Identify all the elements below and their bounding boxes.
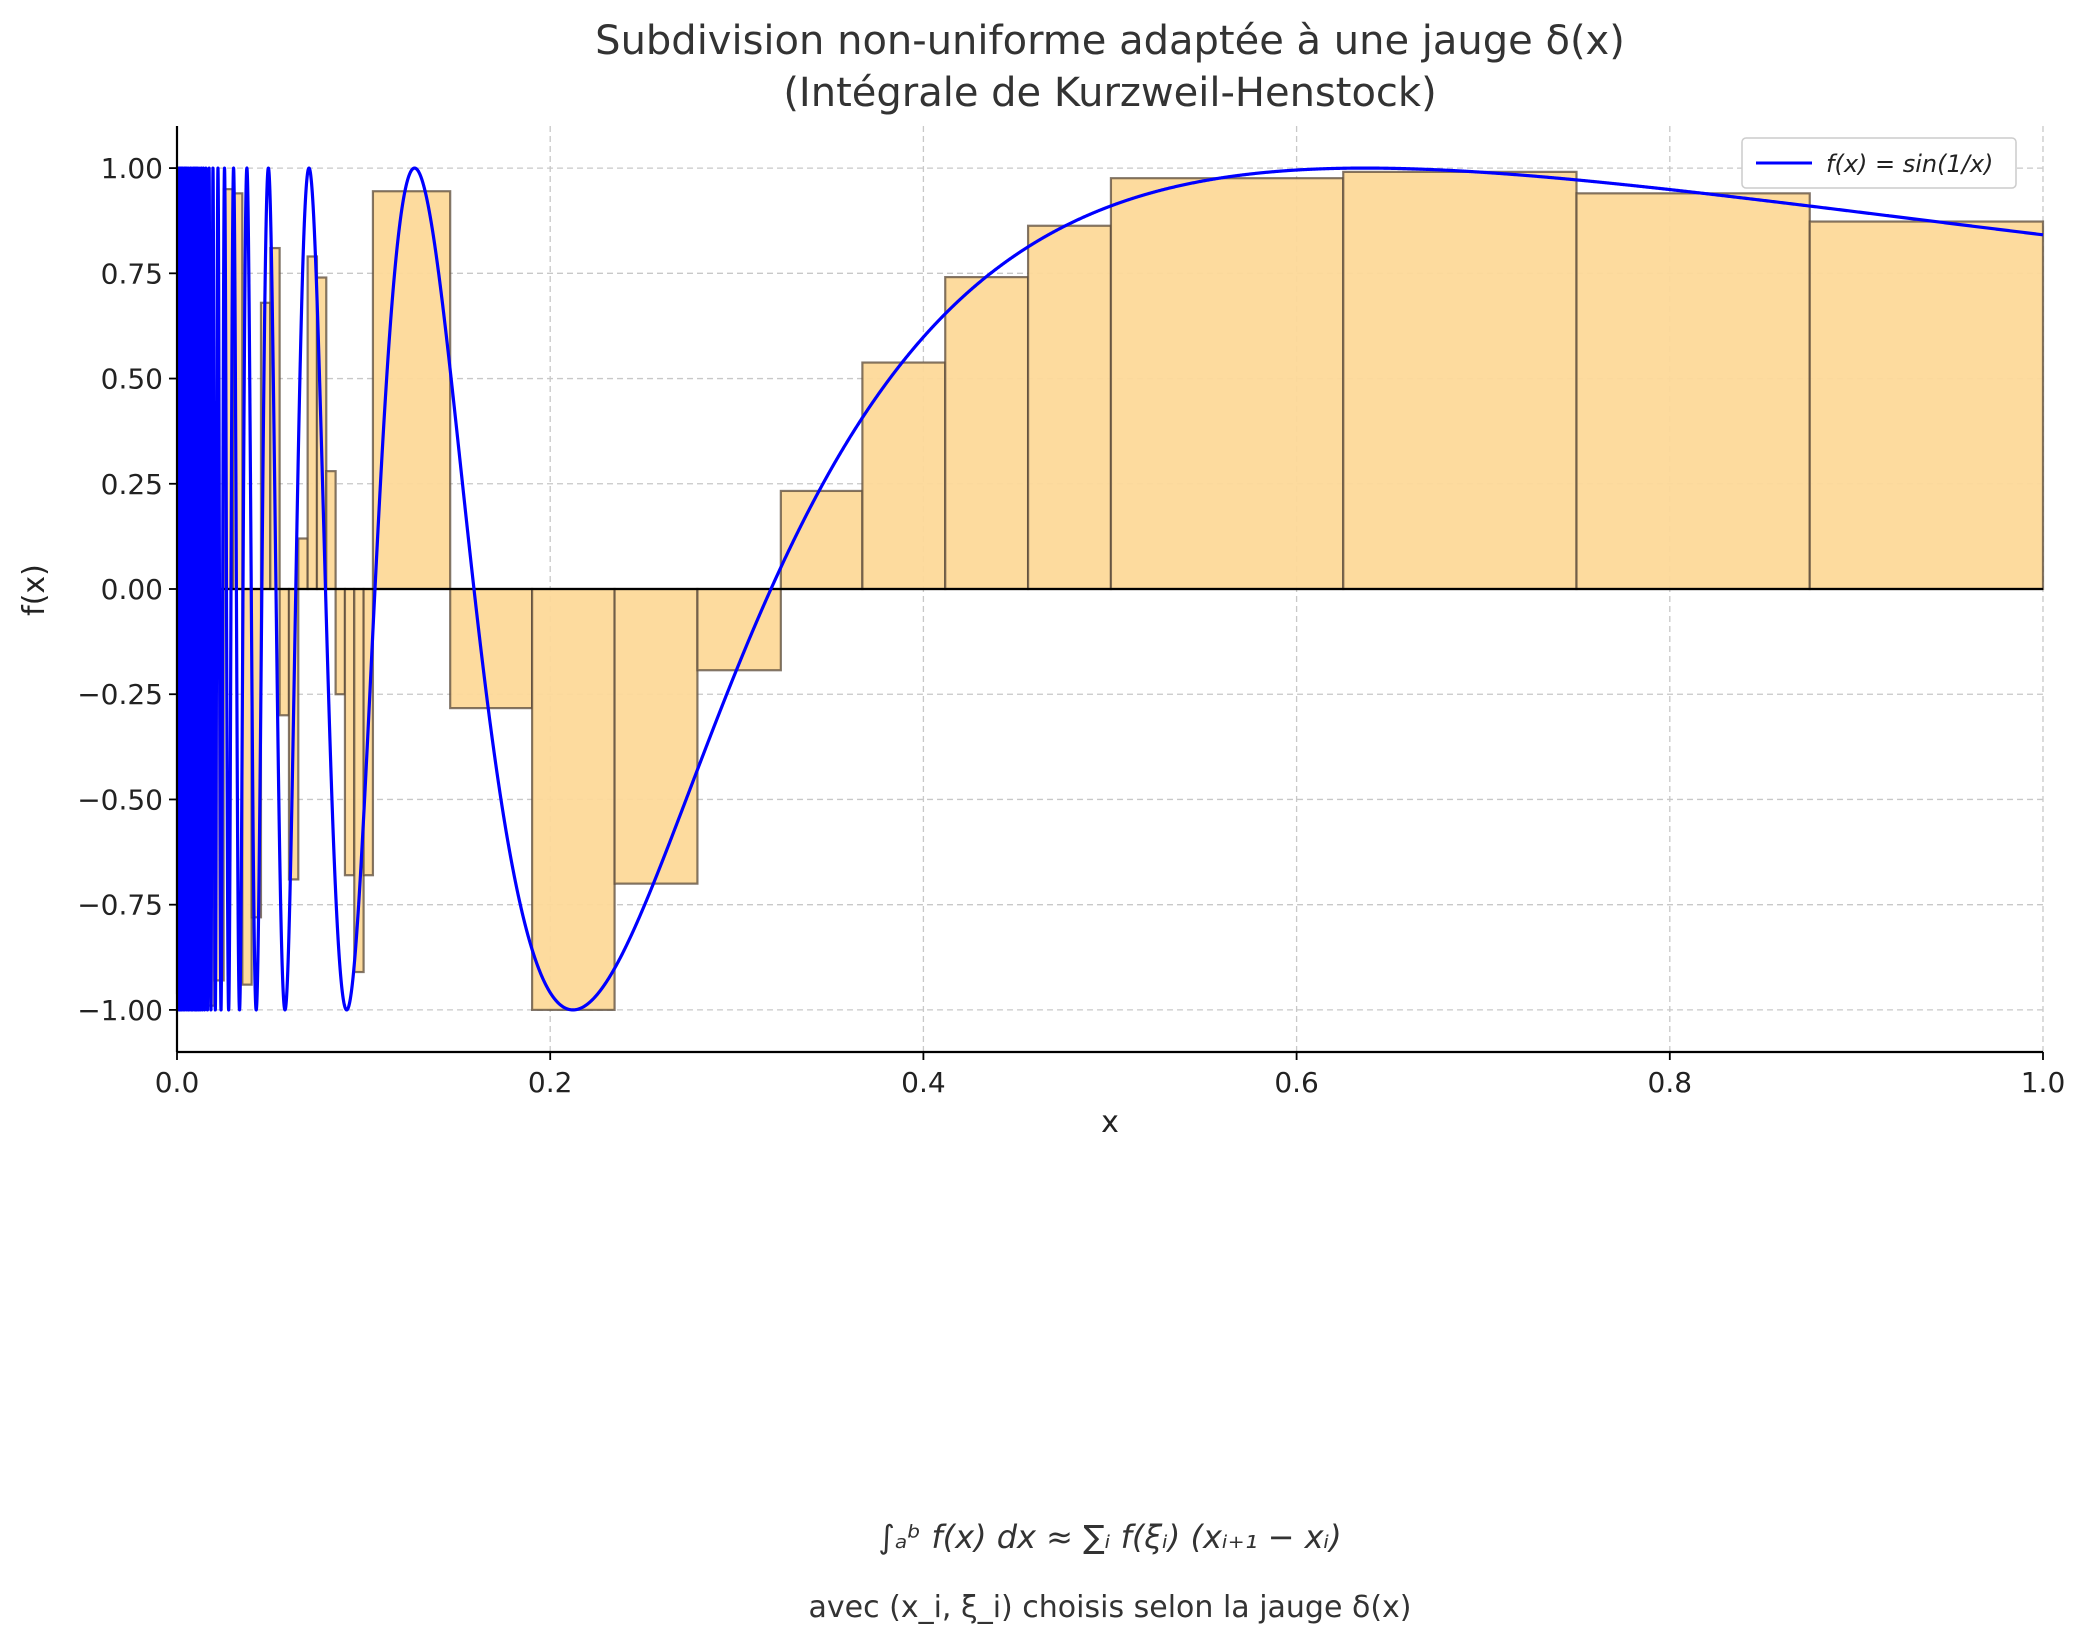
- riemann-bar: [334, 587, 347, 696]
- y-tick-label: −0.25: [77, 678, 163, 711]
- riemann-bar: [1342, 170, 1578, 591]
- riemann-bar: [306, 255, 319, 591]
- riemann-bar: [944, 276, 1030, 591]
- riemann-bar: [297, 537, 309, 591]
- y-axis-label: f(x): [17, 564, 52, 616]
- curve-group: [177, 166, 2044, 1012]
- legend-box: [1741, 137, 2017, 189]
- y-tick-label: 1.00: [101, 152, 163, 185]
- riemann-bars: [175, 170, 2045, 1012]
- legend: f(x) = sin(1/x): [1741, 137, 2017, 189]
- x-tick-label: 0.6: [1274, 1066, 1319, 1099]
- tick-labels: 0.0 0.2 0.4 0.6 0.8 1.0 1.00 0.75 0.50 0.25 0.00 −0…: [77, 152, 2065, 1099]
- legend-label: f(x) = sin(1/x): [1826, 150, 1993, 178]
- riemann-bar: [343, 587, 356, 877]
- chart-title-line1: Subdivision non-uniforme adaptée à une j…: [595, 18, 1625, 64]
- y-tick-label: 0.00: [101, 573, 163, 606]
- y-tick-label: −0.50: [77, 783, 163, 816]
- y-tick-label: −0.75: [77, 889, 163, 922]
- formula-annotation: ∫ₐᵇ f(x) dx ≈ ∑ᵢ f(ξᵢ) (xᵢ₊₁ − xᵢ): [878, 1518, 1341, 1556]
- x-tick-label: 0.8: [1648, 1066, 1693, 1099]
- x-tick-label: 1.0: [2021, 1066, 2066, 1099]
- chart-title-line2: (Intégrale de Kurzweil-Henstock): [783, 70, 1436, 116]
- riemann-bar: [613, 587, 699, 885]
- riemann-bar: [1109, 177, 1345, 591]
- riemann-bar: [278, 587, 291, 717]
- y-tick-label: −1.00: [77, 994, 163, 1027]
- riemann-bar: [1026, 224, 1113, 591]
- riemann-bar: [449, 587, 534, 710]
- x-tick-label: 0.2: [528, 1066, 573, 1099]
- formula-subtitle: avec (x_i, ξ_i) choisis selon la jauge δ…: [809, 1590, 1412, 1625]
- riemann-bar: [325, 470, 337, 591]
- y-tick-label: 0.75: [101, 257, 163, 290]
- y-tick-label: 0.25: [101, 468, 163, 501]
- riemann-bar: [530, 587, 616, 1012]
- sin-curve-line: [177, 166, 2044, 1012]
- riemann-bar: [861, 361, 947, 591]
- y-tick-label: 0.50: [101, 363, 163, 396]
- riemann-bar: [1808, 220, 2045, 591]
- x-tick-label: 0.4: [901, 1066, 946, 1099]
- x-tick-label: 0.0: [155, 1066, 200, 1099]
- riemann-bar: [696, 587, 782, 672]
- x-axis-label: x: [1101, 1105, 1119, 1140]
- riemann-bar: [1575, 192, 1811, 591]
